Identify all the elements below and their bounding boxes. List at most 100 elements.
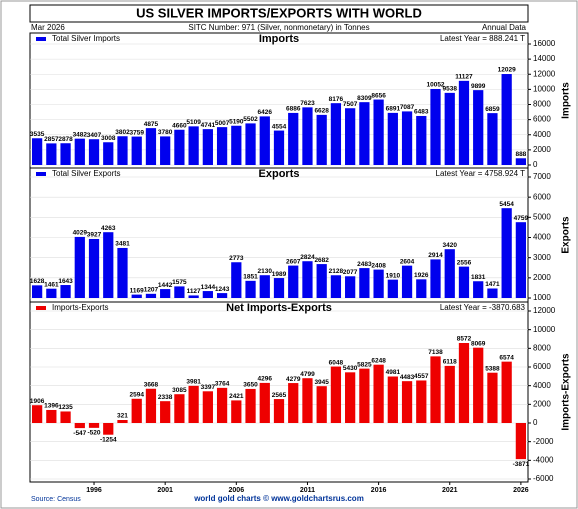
title-box — [29, 4, 529, 23]
value-label: 2565 — [272, 392, 287, 399]
value-label: 4741 — [201, 122, 216, 129]
bar — [117, 420, 128, 423]
panel-title: Imports — [259, 33, 299, 45]
bar — [359, 268, 370, 298]
header-date: Mar 2026 — [31, 23, 65, 32]
y-tick-label: 0 — [533, 418, 538, 427]
bar — [430, 88, 441, 165]
bar — [245, 280, 256, 298]
y-tick-label: 16000 — [533, 39, 556, 48]
bar — [60, 411, 71, 423]
y-tick-label: 0 — [533, 160, 538, 169]
value-label: -3871 — [513, 461, 530, 468]
value-label: 1926 — [414, 272, 429, 279]
bar — [31, 138, 43, 165]
bar — [188, 295, 199, 298]
bar — [473, 281, 484, 298]
y-tick-label: 4000 — [533, 381, 551, 390]
value-label: 3397 — [201, 384, 216, 391]
bar — [316, 264, 327, 298]
bar — [487, 113, 498, 165]
value-label: 1207 — [144, 287, 159, 294]
bar — [231, 125, 242, 165]
bar — [88, 423, 100, 428]
y-tick-label: 10000 — [533, 84, 556, 93]
value-label: 6248 — [371, 357, 386, 364]
value-label: 1235 — [58, 404, 73, 411]
bar — [31, 285, 43, 298]
value-label: 4875 — [144, 121, 159, 128]
value-label: 4296 — [258, 376, 273, 383]
panel-title: Net Imports-Exports — [226, 302, 332, 314]
value-label: 4799 — [300, 371, 315, 378]
value-label: 7507 — [343, 101, 358, 108]
bar — [387, 376, 398, 423]
value-label: 2857 — [44, 136, 59, 143]
bar — [359, 368, 370, 423]
bar — [202, 129, 213, 165]
x-tick-label: 2016 — [371, 487, 387, 494]
bar — [288, 265, 299, 298]
legend-swatch — [36, 172, 46, 176]
y-axis-label: Exports — [561, 216, 572, 254]
legend-swatch — [36, 306, 46, 310]
value-label: 1575 — [172, 279, 187, 286]
value-label: 1442 — [158, 282, 173, 289]
bar — [387, 279, 398, 298]
value-label: 4263 — [101, 225, 116, 232]
value-label: 2483 — [357, 261, 372, 268]
legend-label: Total Silver Imports — [52, 34, 120, 43]
value-label: 5388 — [485, 365, 500, 372]
bar — [117, 247, 128, 298]
y-tick-label: 3000 — [533, 253, 551, 262]
bar — [444, 92, 455, 165]
value-label: 4557 — [414, 373, 429, 380]
bar — [387, 112, 398, 165]
y-axis-label: Imports — [561, 82, 572, 119]
bar — [88, 139, 100, 165]
value-label: 5430 — [343, 365, 358, 372]
value-label: 1989 — [272, 271, 287, 278]
y-tick-label: 8000 — [533, 100, 551, 109]
value-label: 10052 — [426, 82, 444, 89]
bar — [46, 409, 57, 423]
bar — [487, 288, 498, 298]
bar — [188, 385, 199, 423]
y-tick-label: 10000 — [533, 325, 556, 334]
value-label: 1910 — [386, 272, 401, 279]
bar — [202, 291, 213, 298]
value-label: 3535 — [30, 131, 45, 138]
credit: world gold charts © www.goldchartsrus.co… — [193, 494, 364, 503]
bar — [430, 259, 441, 298]
value-label: 321 — [117, 413, 128, 420]
y-tick-label: 6000 — [533, 362, 551, 371]
bar — [60, 143, 71, 165]
bar — [288, 112, 299, 165]
value-label: 5825 — [357, 361, 372, 368]
bar — [74, 423, 85, 429]
value-label: 5454 — [499, 201, 514, 208]
value-label: 4759 — [514, 215, 529, 222]
value-label: 2594 — [129, 392, 144, 399]
bar — [46, 143, 57, 165]
bar — [273, 278, 285, 298]
bar — [273, 399, 285, 423]
bar — [216, 127, 228, 165]
bar — [245, 388, 256, 423]
latest-value: Latest Year = 4758.924 T — [436, 169, 526, 178]
value-label: 3945 — [314, 379, 329, 386]
value-label: 6048 — [329, 359, 344, 366]
bar — [444, 365, 455, 423]
bar — [273, 130, 285, 165]
x-tick-label: 2006 — [229, 487, 245, 494]
bar — [288, 383, 299, 423]
legend-label: Imports-Exports — [52, 303, 108, 312]
value-label: 5109 — [186, 119, 201, 126]
value-label: 8572 — [457, 336, 472, 343]
bar — [174, 286, 185, 298]
bar — [416, 279, 427, 298]
value-label: -520 — [88, 430, 101, 437]
value-label: -1254 — [100, 436, 117, 443]
value-label: 2878 — [58, 136, 73, 143]
